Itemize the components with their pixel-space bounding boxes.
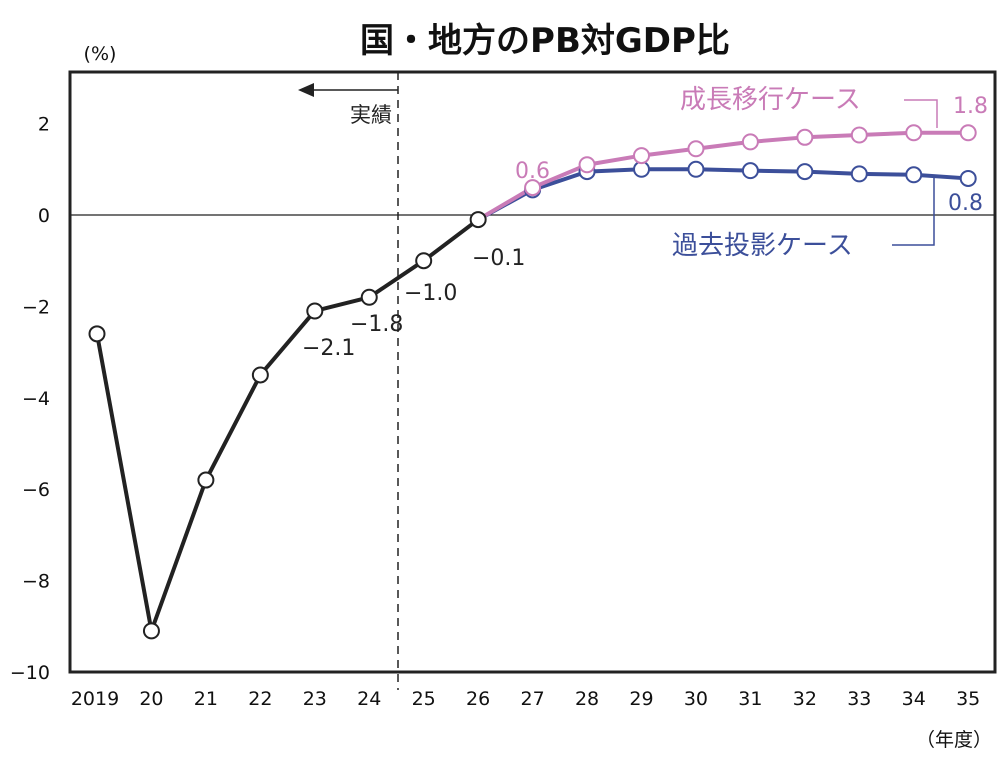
data-point — [959, 169, 977, 187]
growth-leader-line — [904, 99, 938, 128]
x-tick-label: 29 — [629, 688, 653, 710]
data-point — [741, 162, 759, 180]
data-point — [905, 166, 923, 184]
data-point — [415, 252, 433, 270]
y-tick-label: −6 — [22, 479, 50, 501]
data-point — [687, 140, 705, 158]
data-point — [850, 126, 868, 144]
x-axis-label: （年度） — [916, 729, 992, 751]
x-tick-label: 2019 — [71, 688, 119, 710]
x-tick-label: 30 — [684, 688, 708, 710]
data-label-2025: −1.0 — [404, 281, 457, 306]
legend-baseline-case: 過去投影ケース — [672, 231, 853, 261]
data-point — [469, 211, 487, 229]
data-point — [360, 288, 378, 306]
x-tick-label: 33 — [847, 688, 871, 710]
data-point — [850, 165, 868, 183]
arrow-head-icon — [298, 83, 314, 97]
x-tick-label: 31 — [738, 688, 762, 710]
x-tick-label: 21 — [194, 688, 218, 710]
x-tick-label: 24 — [357, 688, 381, 710]
series-line-2 — [477, 130, 969, 222]
data-point — [796, 128, 814, 146]
data-label-2035-baseline: 0.8 — [948, 191, 983, 216]
x-tick-label: 25 — [412, 688, 436, 710]
x-tick-label: 35 — [956, 688, 980, 710]
data-point — [905, 124, 923, 142]
plot-frame — [68, 70, 997, 674]
x-tick-label: 20 — [139, 688, 163, 710]
x-tick-label: 26 — [466, 688, 490, 710]
data-label-2024: −1.8 — [350, 312, 403, 337]
y-tick-label: 0 — [38, 205, 50, 227]
x-tick-label: 34 — [902, 688, 926, 710]
data-point — [578, 156, 596, 174]
series-line-0 — [95, 217, 480, 633]
data-point — [741, 133, 759, 151]
y-tick-label: 2 — [38, 114, 50, 136]
actual-label: 実績 — [350, 103, 392, 127]
y-tick-label: −2 — [22, 296, 50, 318]
y-tick-label: −4 — [22, 388, 50, 410]
x-tick-label: 32 — [793, 688, 817, 710]
data-point — [142, 622, 160, 640]
data-point — [524, 179, 542, 197]
y-tick-label: −8 — [22, 571, 50, 593]
series-line-1 — [477, 167, 969, 222]
x-tick-label: 27 — [521, 688, 545, 710]
baseline-leader-line — [892, 178, 935, 246]
data-point — [306, 302, 324, 320]
data-label-2035-growth: 1.8 — [953, 94, 988, 119]
data-point — [796, 163, 814, 181]
x-tick-label: 28 — [575, 688, 599, 710]
legend-growth-case: 成長移行ケース — [680, 85, 861, 115]
data-label-2026: −0.1 — [472, 246, 525, 271]
data-point — [251, 366, 269, 384]
data-label-2027-growth: 0.6 — [515, 159, 550, 184]
data-point — [959, 124, 977, 142]
data-point — [197, 471, 215, 489]
x-tick-label: 22 — [248, 688, 272, 710]
chart-title: 国・地方のPB対GDP比 — [360, 21, 730, 61]
data-label-2023: −2.1 — [302, 336, 355, 361]
data-point — [633, 147, 650, 165]
x-tick-label: 23 — [303, 688, 327, 710]
y-tick-label: −10 — [10, 662, 50, 684]
data-point — [88, 325, 106, 343]
y-axis-label: (%) — [84, 43, 117, 65]
data-point — [687, 160, 705, 178]
